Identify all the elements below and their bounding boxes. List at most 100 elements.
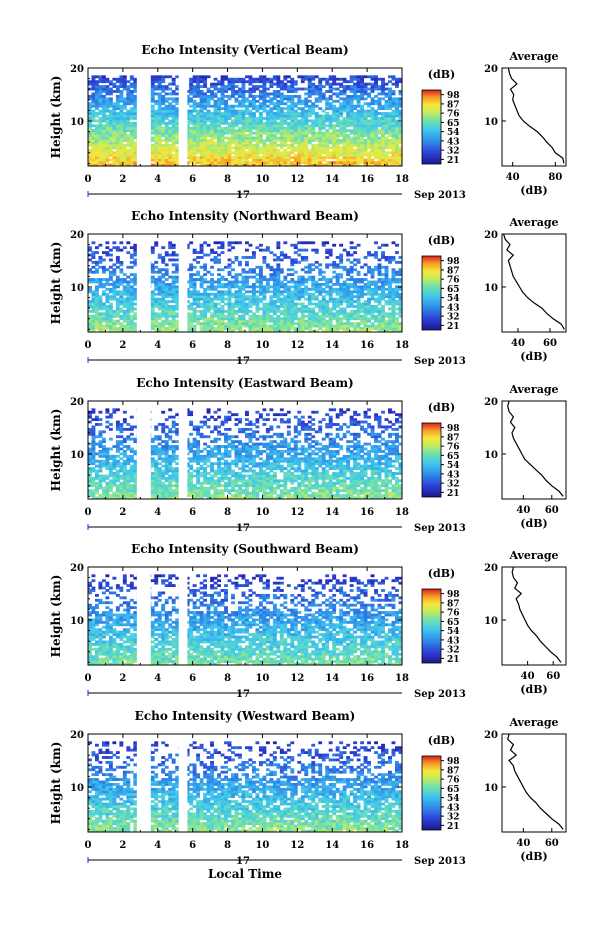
heatmap-cell — [168, 287, 173, 291]
heatmap-cell — [206, 131, 211, 135]
heatmap-cell — [384, 99, 389, 103]
heatmap-cell — [150, 77, 155, 81]
heatmap-cell — [150, 107, 155, 111]
heatmap-cell — [126, 121, 131, 125]
heatmap-cell — [356, 314, 361, 318]
heatmap-cell — [255, 109, 260, 113]
heatmap-cell — [196, 102, 201, 106]
heatmap-cell — [126, 307, 131, 311]
heatmap-cell — [115, 265, 120, 269]
heatmap-cell — [353, 126, 358, 130]
heatmap-cell — [213, 302, 218, 306]
heatmap-cell — [325, 241, 330, 245]
heatmap-cell — [276, 156, 281, 160]
heatmap-cell — [91, 278, 96, 281]
heatmap-cell — [133, 253, 138, 257]
heatmap-cell — [199, 126, 204, 130]
heatmap-cell — [189, 121, 194, 125]
heatmap-cell — [196, 278, 201, 281]
heatmap-cell — [335, 77, 340, 81]
heatmap-cell — [168, 153, 173, 157]
heatmap-cell — [255, 156, 260, 160]
heatmap-cell — [311, 283, 316, 286]
heatmap-cell — [91, 117, 96, 120]
heatmap-cell — [332, 275, 337, 279]
heatmap-cell — [398, 156, 403, 160]
heatmap-cell — [255, 117, 260, 120]
heatmap-cell — [279, 297, 284, 301]
heatmap-cell — [391, 156, 396, 160]
heatmap-cell — [342, 285, 347, 289]
heatmap-cell — [196, 256, 201, 259]
heatmap-cell — [384, 126, 389, 130]
heatmap-cell — [300, 141, 305, 145]
heatmap-cell — [269, 307, 274, 311]
heatmap-cell — [115, 307, 120, 311]
heatmap-cell — [206, 129, 211, 133]
heatmap-cell — [370, 136, 375, 140]
heatmap-cell — [339, 148, 344, 152]
heatmap-cell — [245, 90, 249, 93]
heatmap-cell — [217, 117, 221, 120]
heatmap-cell — [206, 305, 211, 308]
heatmap-cell — [238, 121, 242, 125]
heatmap-cell — [217, 87, 221, 91]
heatmap-cell — [192, 312, 197, 316]
heatmap-cell — [272, 97, 277, 101]
heatmap-cell — [175, 324, 180, 328]
heatmap-cell — [217, 136, 221, 140]
heatmap-cell — [115, 102, 120, 106]
heatmap-cell — [105, 314, 110, 318]
heatmap-cell — [307, 263, 312, 267]
heatmap-field — [88, 241, 403, 333]
heatmap-cell — [290, 324, 295, 328]
heatmap-cell — [185, 314, 190, 318]
heatmap-cell — [269, 314, 274, 318]
heatmap-cell — [105, 151, 110, 155]
heatmap-cell — [115, 126, 120, 130]
heatmap-cell — [199, 121, 204, 125]
heatmap-cell — [377, 287, 382, 291]
heatmap-cell — [171, 253, 176, 257]
heatmap-cell — [395, 322, 399, 326]
heatmap-cell — [255, 107, 260, 111]
heatmap-cell — [217, 99, 221, 103]
heatmap-cell — [105, 114, 110, 118]
heatmap-cell — [234, 290, 239, 294]
heatmap-cell — [251, 287, 256, 291]
heatmap-cell — [342, 80, 347, 84]
heatmap-cell — [251, 251, 256, 254]
heatmap-cell — [335, 121, 340, 125]
heatmap-cell — [377, 270, 382, 274]
heatmap-cell — [175, 292, 180, 296]
heatmap-cell — [224, 156, 228, 160]
heatmap-cell — [398, 99, 403, 103]
y-tick-label: 10 — [70, 117, 84, 128]
heatmap-cell — [203, 312, 208, 316]
heatmap-cell — [119, 302, 124, 306]
heatmap-cell — [276, 256, 281, 259]
heatmap-cell — [290, 258, 295, 262]
heatmap-cell — [175, 161, 180, 164]
heatmap-cell — [150, 305, 155, 308]
heatmap-cell — [108, 80, 113, 84]
heatmap-cell — [318, 302, 323, 306]
heatmap-cell — [269, 251, 274, 254]
heatmap-cell — [272, 75, 277, 79]
heatmap-cell — [189, 283, 194, 286]
heatmap-cell — [164, 285, 169, 289]
heatmap-cell — [363, 307, 368, 311]
x-tick-label: 10 — [255, 340, 269, 351]
heatmap-cell — [300, 126, 305, 130]
heatmap-cell — [220, 161, 225, 164]
heatmap-cell — [335, 131, 340, 135]
heatmap-cell — [374, 94, 378, 98]
heatmap-cell — [339, 260, 344, 264]
heatmap-cell — [251, 104, 256, 108]
heatmap-cell — [189, 319, 194, 323]
heatmap-cell — [101, 97, 106, 101]
heatmap-cell — [185, 287, 190, 291]
heatmap-cell — [279, 283, 284, 286]
heatmap-cell — [353, 112, 358, 115]
heatmap-cell — [325, 329, 330, 333]
